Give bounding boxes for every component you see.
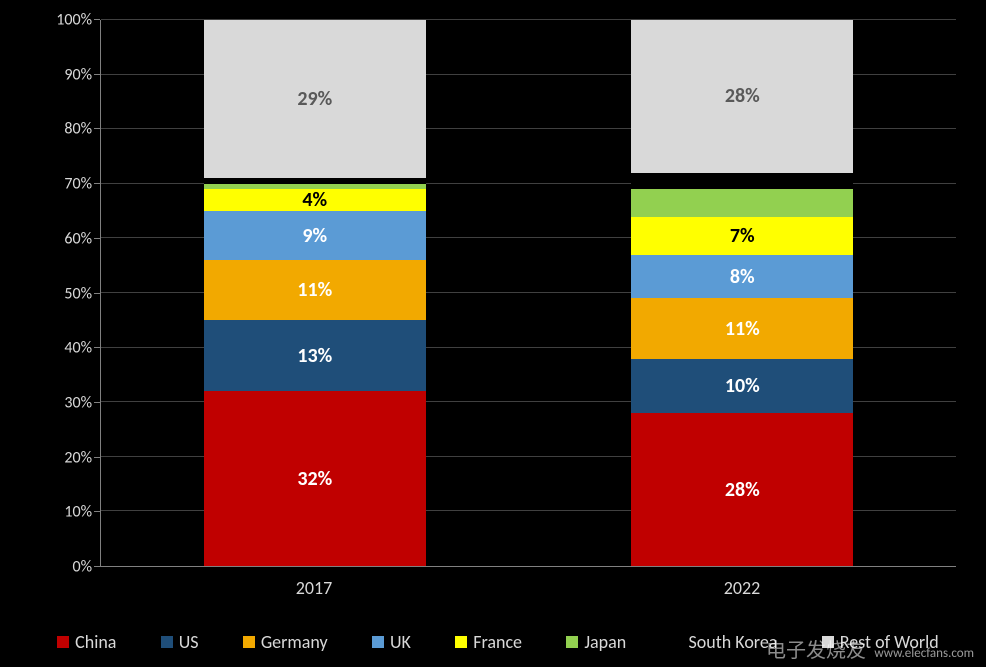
legend-item: UK bbox=[372, 631, 411, 653]
segment-value-label: 11% bbox=[725, 317, 760, 341]
segment-value-label: 4% bbox=[302, 188, 327, 212]
bar-segment: 11% bbox=[204, 260, 426, 320]
bar-segment bbox=[631, 173, 853, 189]
legend-item: France bbox=[455, 631, 522, 653]
legend-item: US bbox=[161, 631, 199, 653]
bar-column: 32% 13% 11% 9% 4% 29% bbox=[204, 20, 426, 566]
bar-segment: 29% bbox=[204, 20, 426, 178]
bar-segment bbox=[631, 189, 853, 216]
bar-segment: 9% bbox=[204, 211, 426, 260]
legend-swatch bbox=[455, 636, 467, 648]
segment-value-label: 7% bbox=[730, 224, 755, 248]
legend-swatch bbox=[566, 636, 578, 648]
plot-area: 32% 13% 11% 9% 4% 29% 28% 10% 11% 8% 7% 28% bbox=[100, 20, 956, 567]
legend-label: UK bbox=[390, 631, 411, 653]
legend-item: China bbox=[57, 631, 116, 653]
bar-segment: 4% bbox=[204, 189, 426, 211]
legend-label: South Korea bbox=[689, 631, 778, 653]
x-axis: 2017 2022 bbox=[100, 567, 956, 607]
segment-value-label: 32% bbox=[297, 467, 332, 491]
chart-legend: China US Germany UK France Japan South Korea Re… bbox=[40, 631, 956, 653]
bar-segment: 13% bbox=[204, 320, 426, 391]
legend-item: Japan bbox=[566, 631, 626, 653]
legend-swatch bbox=[161, 636, 173, 648]
bar-segment: 11% bbox=[631, 298, 853, 358]
segment-value-label: 8% bbox=[730, 265, 755, 289]
y-tick-label: 70% bbox=[64, 175, 92, 194]
y-tick-label: 80% bbox=[64, 120, 92, 139]
y-tick-label: 60% bbox=[64, 229, 92, 248]
legend-label: Japan bbox=[584, 631, 626, 653]
y-tick-label: 30% bbox=[64, 393, 92, 412]
bar-segment: 8% bbox=[631, 255, 853, 299]
legend-swatch bbox=[372, 636, 384, 648]
legend-item: Germany bbox=[243, 631, 328, 653]
chart-container: 0%10%20%30%40%50%60%70%80%90%100% 32%13%… bbox=[40, 20, 966, 607]
segment-value-label: 9% bbox=[302, 224, 327, 248]
y-tick-label: 50% bbox=[64, 284, 92, 303]
segment-value-label: 10% bbox=[725, 374, 760, 398]
legend-swatch bbox=[57, 636, 69, 648]
x-tick-label: 2022 bbox=[724, 577, 761, 599]
y-tick-label: 10% bbox=[64, 503, 92, 522]
bar-segment: 28% bbox=[631, 20, 853, 173]
legend-label: China bbox=[75, 631, 116, 653]
y-tick-label: 90% bbox=[64, 65, 92, 84]
bar-column: 28% 10% 11% 8% 7% 28% bbox=[631, 20, 853, 566]
legend-swatch bbox=[671, 636, 683, 648]
x-tick-label: 2017 bbox=[296, 577, 333, 599]
y-tick-label: 100% bbox=[56, 11, 92, 30]
legend-label: Germany bbox=[261, 631, 328, 653]
bar-segment: 7% bbox=[631, 217, 853, 255]
legend-item: South Korea bbox=[671, 631, 778, 653]
legend-label: Rest of World bbox=[840, 631, 939, 653]
legend-swatch bbox=[822, 636, 834, 648]
bar-segment: 10% bbox=[631, 359, 853, 414]
y-tick-label: 20% bbox=[64, 448, 92, 467]
bar-segment: 32% bbox=[204, 391, 426, 566]
legend-label: France bbox=[473, 631, 522, 653]
bar-segment: 28% bbox=[631, 413, 853, 566]
segment-value-label: 11% bbox=[297, 278, 332, 302]
y-axis: 0%10%20%30%40%50%60%70%80%90%100% bbox=[40, 20, 100, 567]
y-tick-label: 40% bbox=[64, 339, 92, 358]
legend-label: US bbox=[179, 631, 199, 653]
segment-value-label: 13% bbox=[297, 344, 332, 368]
legend-swatch bbox=[243, 636, 255, 648]
segment-value-label: 28% bbox=[725, 478, 760, 502]
segment-value-label: 29% bbox=[297, 87, 332, 111]
y-tick-label: 0% bbox=[72, 558, 92, 577]
legend-item: Rest of World bbox=[822, 631, 939, 653]
segment-value-label: 28% bbox=[725, 84, 760, 108]
